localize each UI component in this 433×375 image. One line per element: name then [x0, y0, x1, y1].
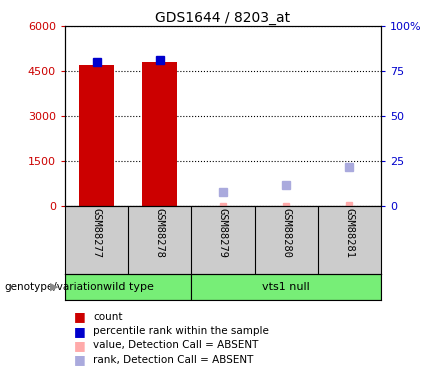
- Bar: [142, 62, 177, 206]
- Text: GSM88280: GSM88280: [281, 208, 291, 258]
- Text: GSM88279: GSM88279: [218, 208, 228, 258]
- Text: ■: ■: [74, 310, 85, 323]
- Text: percentile rank within the sample: percentile rank within the sample: [93, 326, 269, 336]
- Text: ■: ■: [74, 339, 85, 352]
- Text: rank, Detection Call = ABSENT: rank, Detection Call = ABSENT: [93, 355, 253, 364]
- Text: GSM88281: GSM88281: [344, 208, 355, 258]
- Text: GSM88278: GSM88278: [155, 208, 165, 258]
- Text: GSM88277: GSM88277: [91, 208, 102, 258]
- Bar: [79, 65, 114, 206]
- Text: ▶: ▶: [50, 282, 58, 292]
- Bar: [191, 274, 381, 300]
- Text: ■: ■: [74, 353, 85, 366]
- Bar: [65, 274, 191, 300]
- Text: genotype/variation: genotype/variation: [4, 282, 103, 292]
- Text: vts1 null: vts1 null: [262, 282, 310, 292]
- Text: count: count: [93, 312, 123, 322]
- Text: value, Detection Call = ABSENT: value, Detection Call = ABSENT: [93, 340, 259, 350]
- Text: ■: ■: [74, 325, 85, 338]
- Text: wild type: wild type: [103, 282, 154, 292]
- Title: GDS1644 / 8203_at: GDS1644 / 8203_at: [155, 11, 291, 25]
